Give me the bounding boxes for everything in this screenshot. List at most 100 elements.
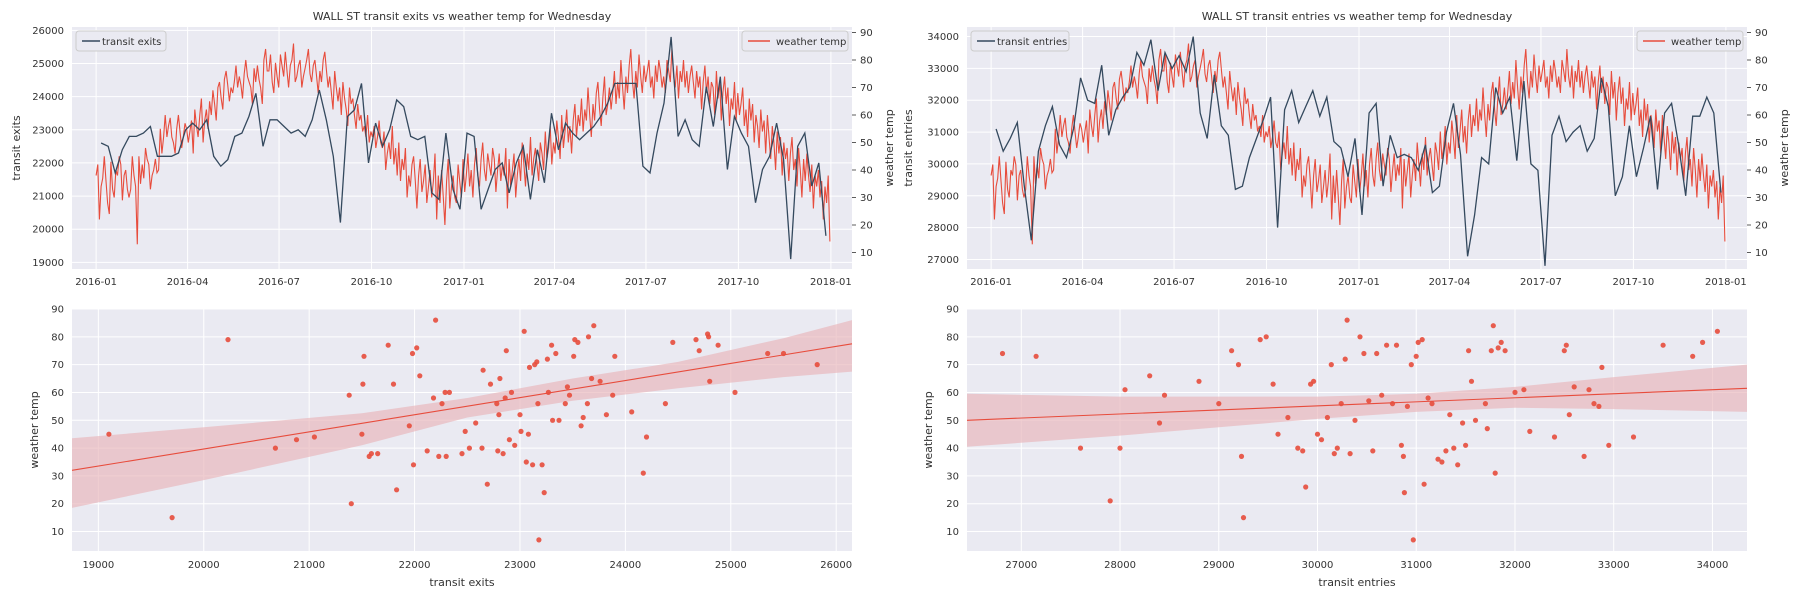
legend-box: [1636, 30, 1744, 52]
x-tick-label: 22000: [399, 560, 431, 571]
x-tick-label: 2016-01: [970, 277, 1012, 288]
x-tick-label: 33000: [1598, 560, 1630, 571]
regression-line: [71, 343, 853, 471]
y2-tick-label: 50: [1755, 138, 1768, 149]
scatter-point: [1295, 445, 1301, 451]
y-tick-label: 90: [946, 305, 959, 316]
legend-label-transit: transit entries: [997, 37, 1067, 48]
scatter-point: [523, 459, 529, 465]
scatter-point: [1408, 362, 1414, 368]
y-tick-label: 24000: [32, 92, 64, 103]
scatter-point: [406, 423, 412, 429]
scatter-point: [715, 342, 721, 348]
scatter-point: [225, 337, 231, 343]
y-tick-label: 28000: [927, 223, 959, 234]
y2-tick-label: 30: [1755, 193, 1768, 204]
confidence-band: [967, 364, 1747, 447]
legend-transit: transit entries: [970, 30, 1070, 52]
scatter-point: [1357, 334, 1363, 340]
scatter-point: [1393, 342, 1400, 348]
scatter-point: [439, 401, 445, 407]
scatter-point: [1238, 453, 1245, 459]
scatter-point: [1311, 378, 1317, 384]
y2-tick-label: 40: [860, 166, 873, 177]
scatter-point: [1551, 434, 1558, 440]
y-tick-label: 29000: [927, 191, 959, 202]
scatter-point: [518, 428, 524, 434]
scatter-point: [575, 339, 581, 345]
scatter-point: [640, 470, 646, 476]
scatter-point: [1472, 417, 1479, 423]
x-tick-label: 2018-01: [810, 277, 852, 288]
gridlines: [72, 308, 852, 551]
scatter-point: [525, 431, 532, 437]
chart-title: WALL ST transit entries vs weather temp …: [1202, 10, 1513, 23]
scatter-point: [564, 384, 571, 390]
scatter-point: [361, 353, 367, 359]
scatter-point: [1466, 348, 1472, 354]
x-tick-label: 2018-01: [1705, 277, 1747, 288]
scatter-point: [1425, 395, 1431, 401]
scatter-point: [1429, 401, 1435, 407]
scatter-point: [1660, 342, 1666, 348]
y-tick-label: 30: [51, 471, 64, 482]
legend-label-temp: weather temp: [776, 37, 846, 48]
scatter-point: [1303, 484, 1309, 490]
scatter-point: [410, 462, 417, 468]
scatter-point: [696, 348, 702, 354]
scatter-point: [550, 417, 556, 423]
scatter-point: [1300, 448, 1306, 454]
x-tick-label: 2017-07: [1520, 277, 1562, 288]
scatter-point: [497, 375, 503, 382]
scatter-point: [1571, 384, 1577, 390]
y-tick-label: 60: [51, 388, 64, 399]
scatter-point: [1690, 353, 1696, 359]
panel-exits-scatter: 19000 20000 21000 22000 23000 24000 25000 26000…: [28, 305, 852, 590]
y-tick-label: 10: [946, 527, 959, 538]
scatter-point: [1240, 515, 1247, 521]
scatter-point: [603, 412, 610, 418]
y-tick-label: 25000: [32, 59, 64, 70]
y-tick-label: 23000: [32, 125, 64, 136]
x-axis-label: transit exits: [429, 576, 495, 589]
tick-labels: 19000 20000 21000 22000 23000 24000 25000 26000…: [51, 305, 852, 572]
scatter-point: [1216, 401, 1222, 407]
scatter-point: [430, 395, 437, 401]
x-tick-label: 2016-10: [1246, 277, 1288, 288]
y-tick-label: 32000: [927, 96, 959, 107]
scatter-point: [662, 401, 669, 407]
y2-tick-label: 40: [1755, 166, 1768, 177]
gridlines: [72, 27, 852, 269]
scatter-point: [446, 389, 452, 395]
y2-tick-label: 10: [860, 248, 873, 259]
panel-entries-timeseries: 2016-01 2016-04 2016-07 2016-10 2017-01 2017-…: [902, 10, 1791, 288]
scatter-point: [1714, 328, 1720, 334]
scatter-point: [553, 350, 559, 357]
y-tick-label: 80: [51, 332, 64, 343]
scatter-point: [584, 401, 591, 407]
scatter-point: [535, 401, 541, 407]
y2-tick-label: 20: [1755, 221, 1768, 232]
scatter-point: [1331, 451, 1337, 457]
scatter-point: [480, 367, 486, 373]
scatter-point: [556, 417, 562, 423]
scatter-point: [496, 412, 502, 418]
x-tick-label: 21000: [293, 560, 325, 571]
scatter-point: [629, 409, 635, 415]
plot-background: [967, 27, 1747, 269]
scatter-point: [610, 392, 616, 398]
scatter-point: [424, 448, 430, 454]
y2-tick-label: 10: [1755, 248, 1768, 259]
y-tick-label: 20: [946, 499, 959, 510]
scatter-point: [1384, 342, 1390, 348]
scatter-point: [466, 445, 472, 451]
scatter-point: [409, 350, 416, 357]
scatter-point: [1366, 398, 1372, 404]
scatter-point: [495, 448, 501, 454]
scatter-point: [1630, 434, 1637, 440]
scatter-point: [1361, 350, 1367, 357]
scatter-point: [1347, 451, 1353, 457]
scatter-point: [359, 431, 365, 437]
scatter-point: [1398, 442, 1404, 448]
scatter-point: [272, 445, 278, 451]
